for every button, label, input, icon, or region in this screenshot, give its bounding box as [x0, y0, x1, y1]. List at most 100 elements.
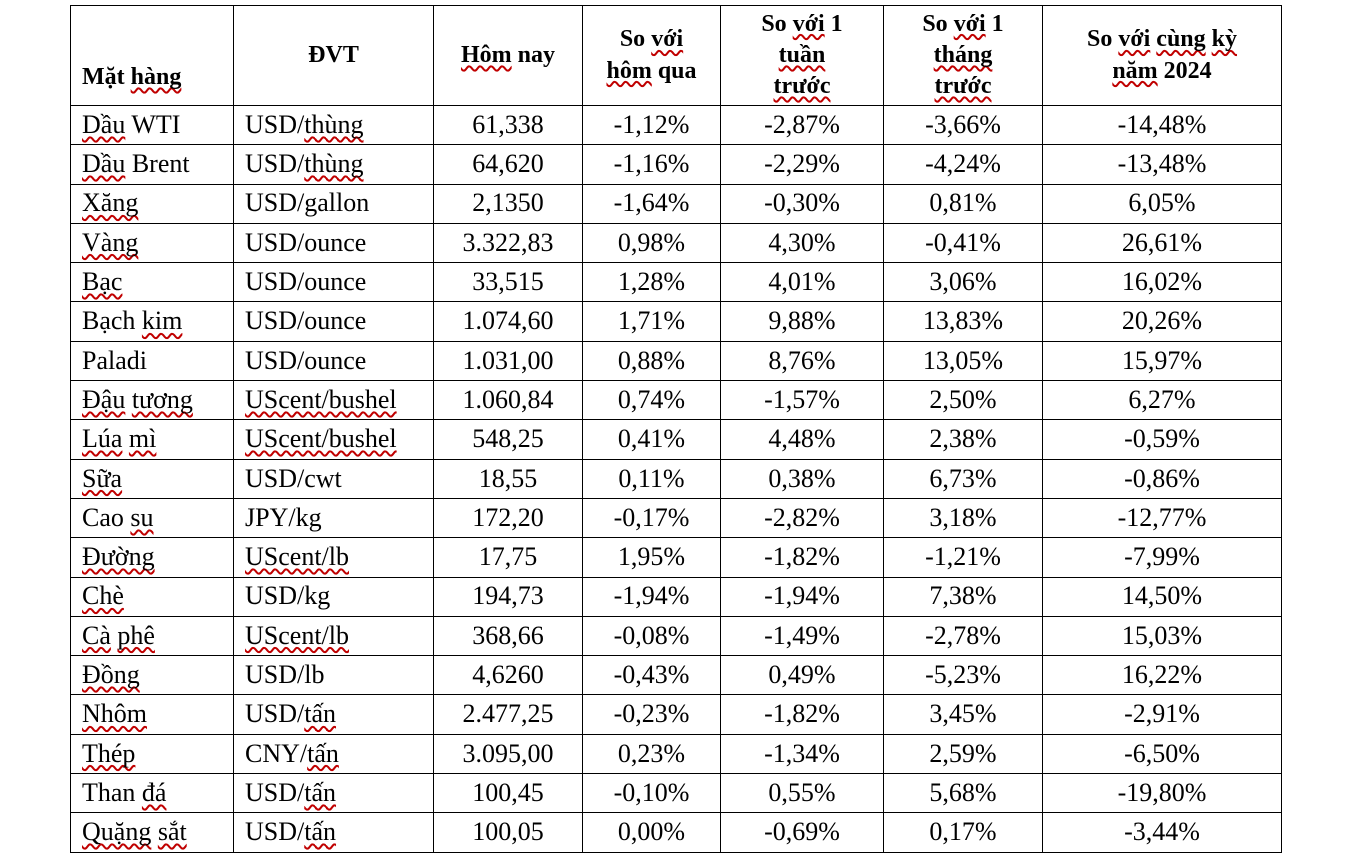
- spellcheck-squiggle-text: Đường: [82, 542, 155, 572]
- value-cell-so-voi-cung-ky-nam-2024: -12,77%: [1042, 497, 1282, 539]
- value-cell-hom-nay: 100,45: [433, 773, 583, 814]
- column-header-so-voi-cung-ky-nam-2024: So với cùng kỳ năm 2024: [1042, 5, 1282, 106]
- unit-cell: USD/ounce: [233, 222, 434, 264]
- table-body: Dầu WTI USD/thùng 61,338 -1,12% -2,87% -3,66%…: [70, 104, 1282, 853]
- plain-text: USD/ounce: [245, 227, 367, 257]
- value-cell-so-voi-1-tuan-truoc: 4,48%: [720, 419, 884, 460]
- value-cell-hom-nay: 1.031,00: [433, 340, 583, 382]
- unit-cell: USD/thùng: [233, 104, 434, 146]
- spellcheck-squiggle-text: Bạc: [82, 267, 123, 297]
- value-cell-so-voi-1-thang-truoc: -1,21%: [883, 537, 1043, 578]
- value-cell-so-voi-1-tuan-truoc: -1,34%: [720, 733, 884, 775]
- spellcheck-squiggle-text: Lúa: [82, 424, 123, 454]
- value-cell-hom-nay: 64,620: [433, 144, 583, 185]
- value-cell-so-voi-cung-ky-nam-2024: 6,27%: [1042, 380, 1282, 421]
- plain-text: USD/ounce: [245, 345, 367, 375]
- commodity-name-cell: Đồng: [70, 655, 234, 696]
- header-line: So với 1: [725, 9, 879, 40]
- spellcheck-squiggle-text: tháng: [933, 41, 993, 68]
- value-cell-so-voi-1-tuan-truoc: -1,82%: [720, 537, 884, 578]
- plain-text: Than: [82, 777, 142, 807]
- plain-text: USD/: [245, 149, 305, 179]
- value-cell-hom-nay: 18,55: [433, 458, 583, 499]
- plain-text: USD/: [245, 777, 305, 807]
- table-row: Sữa USD/cwt 18,55 0,11% 0,38% 6,73% -0,86%: [70, 458, 1282, 499]
- plain-text: Bạch: [82, 306, 142, 336]
- plain-text: Paladi: [82, 345, 147, 375]
- commodity-name-cell: Dầu Brent: [70, 144, 234, 185]
- commodity-name-cell: Vàng: [70, 222, 234, 264]
- value-cell-so-voi-cung-ky-nam-2024: 14,50%: [1042, 576, 1282, 617]
- table-row: Đồng USD/lb 4,6260 -0,43% 0,49% -5,23% 16,22%: [70, 655, 1282, 696]
- value-cell-so-voi-1-thang-truoc: 3,45%: [883, 694, 1043, 735]
- spellcheck-squiggle-text: Xăng: [82, 188, 139, 218]
- plain-text: qua: [651, 57, 697, 84]
- value-cell-so-voi-1-thang-truoc: 2,38%: [883, 419, 1043, 460]
- spellcheck-squiggle-text: năm: [1112, 57, 1158, 84]
- spellcheck-squiggle-text: Sữa: [82, 463, 123, 493]
- unit-cell: USD/tấn: [233, 812, 434, 853]
- unit-cell: CNY/tấn: [233, 733, 434, 775]
- value-cell-so-voi-cung-ky-nam-2024: 6,05%: [1042, 183, 1282, 224]
- spellcheck-squiggle-text: Cà: [82, 620, 111, 650]
- spellcheck-squiggle-text: UScent/bushel: [245, 384, 397, 414]
- value-cell-so-voi-1-tuan-truoc: -1,94%: [720, 576, 884, 617]
- spellcheck-squiggle-text: phê: [117, 620, 155, 650]
- value-cell-so-voi-cung-ky-nam-2024: 20,26%: [1042, 301, 1282, 342]
- table-row: Quặng sắt USD/tấn 100,05 0,00% -0,69% 0,17% -3…: [70, 812, 1282, 853]
- spellcheck-squiggle-text: thùng: [304, 109, 364, 139]
- value-cell-so-voi-1-thang-truoc: 2,59%: [883, 733, 1043, 775]
- table-row: Chè USD/kg 194,73 -1,94% -1,94% 7,38% 14,50%: [70, 576, 1282, 617]
- value-cell-so-voi-1-thang-truoc: -0,41%: [883, 222, 1043, 264]
- spellcheck-squiggle-text: UScent/bushel: [245, 424, 397, 454]
- value-cell-so-voi-1-tuan-truoc: -0,30%: [720, 183, 884, 224]
- spellcheck-squiggle-text: tương: [131, 384, 193, 414]
- value-cell-so-voi-1-tuan-truoc: -1,49%: [720, 615, 884, 657]
- value-cell-so-voi-hom-qua: -1,64%: [582, 183, 721, 224]
- column-header-so-voi-1-thang-truoc: So với 1 tháng trước: [883, 5, 1043, 106]
- plain-text: JPY/kg: [245, 502, 322, 532]
- value-cell-so-voi-cung-ky-nam-2024: 15,03%: [1042, 615, 1282, 657]
- value-cell-so-voi-1-thang-truoc: 13,05%: [883, 340, 1043, 382]
- plain-text: nay: [511, 41, 556, 68]
- value-cell-so-voi-cung-ky-nam-2024: 15,97%: [1042, 340, 1282, 382]
- header-line: So với cùng kỳ: [1047, 24, 1277, 55]
- spellcheck-squiggle-text: với: [792, 10, 825, 37]
- spellcheck-squiggle-text: với: [651, 26, 684, 53]
- value-cell-so-voi-hom-qua: -1,94%: [582, 576, 721, 617]
- header-line: tuần: [725, 40, 879, 71]
- value-cell-so-voi-1-thang-truoc: -3,66%: [883, 104, 1043, 146]
- value-cell-hom-nay: 2.477,25: [433, 694, 583, 735]
- table-row: Bạc USD/ounce 33,515 1,28% 4,01% 3,06% 16,02%: [70, 262, 1282, 303]
- value-cell-so-voi-1-thang-truoc: 6,73%: [883, 458, 1043, 499]
- unit-cell: USD/tấn: [233, 773, 434, 814]
- value-cell-hom-nay: 3.095,00: [433, 733, 583, 775]
- value-cell-hom-nay: 2,1350: [433, 183, 583, 224]
- spellcheck-squiggle-text: tấn: [304, 817, 337, 847]
- value-cell-so-voi-1-tuan-truoc: 0,49%: [720, 655, 884, 696]
- value-cell-so-voi-hom-qua: 1,95%: [582, 537, 721, 578]
- header-line: So với 1: [888, 9, 1038, 40]
- spellcheck-squiggle-text: Nhôm: [82, 699, 147, 729]
- commodity-name-cell: Cao su: [70, 497, 234, 539]
- plain-text: 2024: [1157, 57, 1212, 84]
- unit-cell: USD/thùng: [233, 144, 434, 185]
- spellcheck-squiggle-text: tấn: [304, 777, 337, 807]
- unit-cell: USD/ounce: [233, 301, 434, 342]
- table-row: Paladi USD/ounce 1.031,00 0,88% 8,76% 13,05% 1…: [70, 340, 1282, 382]
- plain-text: USD/gallon: [245, 188, 370, 218]
- table-row: Thép CNY/tấn 3.095,00 0,23% -1,34% 2,59% -6,50…: [70, 733, 1282, 775]
- unit-cell: USD/ounce: [233, 340, 434, 382]
- value-cell-so-voi-cung-ky-nam-2024: -7,99%: [1042, 537, 1282, 578]
- table-row: Xăng USD/gallon 2,1350 -1,64% -0,30% 0,81% 6,0…: [70, 183, 1282, 224]
- value-cell-hom-nay: 3.322,83: [433, 222, 583, 264]
- header-line: Hôm nay: [438, 40, 578, 71]
- spellcheck-squiggle-text: trước: [934, 73, 992, 100]
- value-cell-hom-nay: 17,75: [433, 537, 583, 578]
- value-cell-so-voi-1-tuan-truoc: -1,82%: [720, 694, 884, 735]
- value-cell-so-voi-1-thang-truoc: 5,68%: [883, 773, 1043, 814]
- value-cell-so-voi-1-thang-truoc: 7,38%: [883, 576, 1043, 617]
- plain-text: WTI: [125, 109, 181, 139]
